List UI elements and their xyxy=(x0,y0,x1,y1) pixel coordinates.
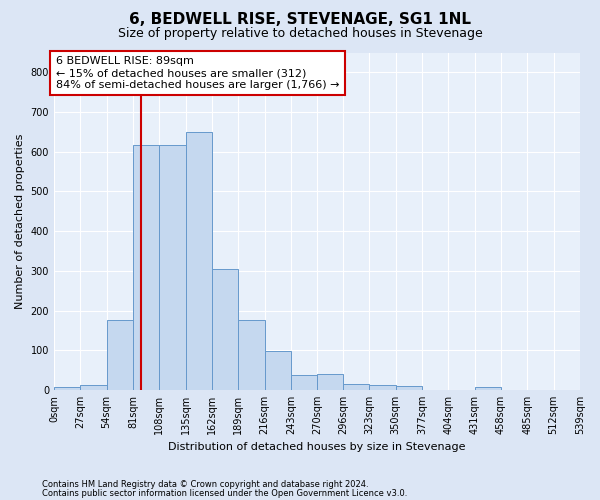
Text: 6 BEDWELL RISE: 89sqm
← 15% of detached houses are smaller (312)
84% of semi-det: 6 BEDWELL RISE: 89sqm ← 15% of detached … xyxy=(56,56,340,90)
Bar xyxy=(317,374,343,390)
X-axis label: Distribution of detached houses by size in Stevenage: Distribution of detached houses by size … xyxy=(168,442,466,452)
Text: Contains public sector information licensed under the Open Government Licence v3: Contains public sector information licen… xyxy=(42,488,407,498)
Bar xyxy=(475,387,501,390)
Bar xyxy=(54,387,80,390)
Bar xyxy=(160,144,185,390)
Bar xyxy=(291,375,317,390)
Bar xyxy=(185,132,212,390)
Bar xyxy=(107,320,133,390)
Y-axis label: Number of detached properties: Number of detached properties xyxy=(15,134,25,309)
Bar xyxy=(133,144,160,390)
Text: 6, BEDWELL RISE, STEVENAGE, SG1 1NL: 6, BEDWELL RISE, STEVENAGE, SG1 1NL xyxy=(129,12,471,28)
Bar xyxy=(212,269,238,390)
Bar xyxy=(80,385,107,390)
Bar xyxy=(343,384,369,390)
Bar xyxy=(395,386,422,390)
Text: Size of property relative to detached houses in Stevenage: Size of property relative to detached ho… xyxy=(118,28,482,40)
Bar xyxy=(369,385,395,390)
Bar xyxy=(265,352,291,390)
Text: Contains HM Land Registry data © Crown copyright and database right 2024.: Contains HM Land Registry data © Crown c… xyxy=(42,480,368,489)
Bar xyxy=(238,320,265,390)
